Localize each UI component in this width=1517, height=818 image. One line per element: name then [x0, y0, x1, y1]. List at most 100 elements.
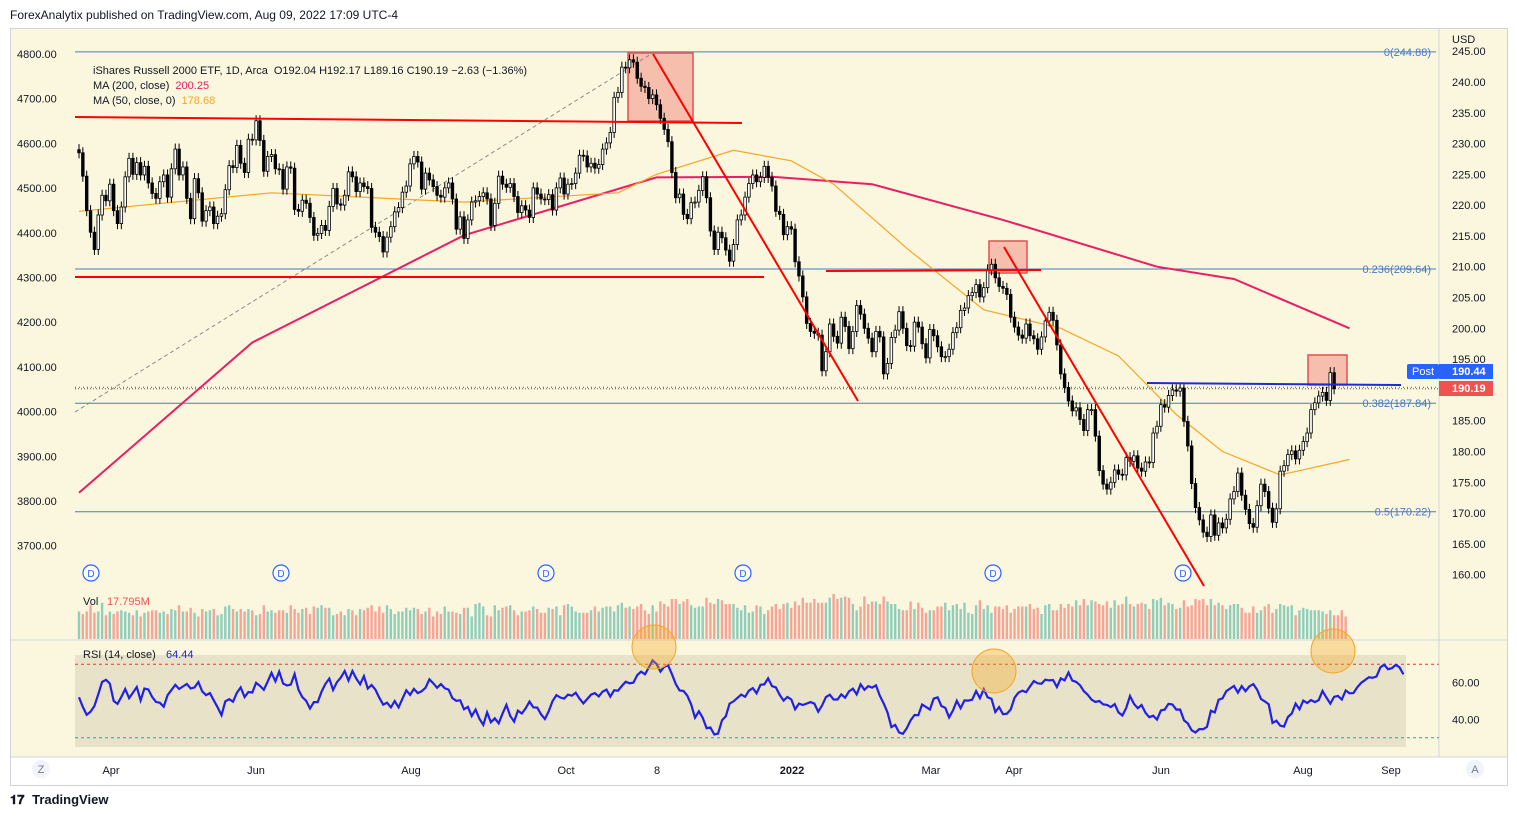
volume-bar: [104, 615, 108, 639]
volume-bar: [778, 609, 781, 639]
volume-bar: [389, 609, 393, 639]
right-axis-tick: 220.00: [1452, 200, 1486, 212]
volume-bar: [443, 606, 446, 639]
candle-body: [608, 132, 612, 144]
volume-bar: [909, 601, 912, 639]
candle-body: [1074, 407, 1078, 412]
candle-body: [589, 162, 593, 168]
volume-bar: [1074, 600, 1078, 639]
volume-bar: [378, 606, 381, 639]
candle-body: [496, 175, 501, 204]
volume-bar: [1132, 606, 1136, 639]
candle-body: [1189, 445, 1194, 484]
candle-body: [185, 166, 189, 199]
volume-bar: [81, 614, 85, 639]
candle-body: [1213, 514, 1217, 536]
candle-body: [469, 201, 474, 221]
candle-body: [165, 174, 170, 198]
volume-bar: [978, 600, 982, 639]
candle-body: [1020, 334, 1024, 339]
candle-body: [1166, 395, 1171, 408]
zoom-reset-button: [32, 760, 50, 778]
legend-ma50-label: MA (50, close, 0): [93, 95, 176, 107]
volume-bar: [605, 606, 608, 639]
volume-bar: [732, 604, 735, 639]
vol-label: Vol: [83, 596, 98, 608]
candle-body: [508, 183, 512, 188]
candle-body: [847, 326, 851, 350]
candle-body: [131, 157, 135, 175]
candle-body: [828, 323, 832, 353]
candle-body: [585, 155, 589, 168]
candle-body: [192, 178, 197, 220]
candle-body: [939, 346, 944, 358]
candle-body: [154, 193, 158, 199]
volume-bar: [682, 601, 685, 639]
volume-bar: [701, 606, 704, 639]
candle-body: [285, 166, 289, 190]
candle-body: [1151, 432, 1155, 463]
volume-bar: [1021, 606, 1024, 639]
volume-bar: [528, 610, 531, 639]
rsi-line: [77, 658, 1405, 736]
candle-body: [577, 154, 582, 174]
candle-body: [1159, 404, 1163, 427]
candle-body: [504, 183, 509, 188]
candle-body: [1086, 409, 1090, 431]
candle-body: [943, 356, 947, 359]
candle-body: [1055, 319, 1059, 346]
candle-body: [1186, 420, 1190, 447]
volume-bar: [820, 602, 824, 639]
candle-body: [1197, 507, 1202, 521]
candle-body: [650, 94, 655, 99]
volume-bar: [208, 610, 212, 639]
candle-body: [273, 154, 278, 170]
candle-body: [258, 120, 262, 141]
volume-bar: [674, 599, 677, 639]
volume-bar: [1282, 605, 1286, 639]
legend-ohlc: O192.04 H192.17 L189.16 C190.19 −2.63 (−…: [273, 65, 528, 77]
volume-bar: [1013, 609, 1016, 639]
candle-body: [1313, 402, 1317, 411]
candle-body: [500, 175, 505, 185]
volume-bar: [582, 612, 585, 639]
candle-body: [908, 345, 913, 347]
chart-frame[interactable]: USD 245.00 240.00 235.00 230.00 225.00 220.00 2…: [10, 28, 1508, 786]
candle-body: [1251, 523, 1255, 528]
volume-bar: [570, 606, 573, 639]
fib-level-label: 0.5(170.22): [1375, 507, 1431, 519]
volume-bar: [185, 611, 188, 639]
dividend-marker-label: D: [542, 569, 549, 580]
candle-body: [1005, 287, 1009, 295]
trend-line: [1003, 246, 1205, 587]
volume-bar: [297, 612, 300, 639]
candle-body: [1012, 316, 1017, 328]
candle-body: [477, 196, 482, 202]
candle-body: [701, 176, 705, 191]
volume-bar: [1236, 604, 1240, 639]
candle-body: [242, 162, 247, 173]
volume-bar: [632, 609, 635, 639]
candle-body: [1332, 372, 1336, 390]
volume-bar: [362, 610, 366, 639]
volume-bar: [197, 616, 200, 639]
volume-bar: [100, 602, 104, 639]
volume-bar: [1259, 610, 1263, 639]
candle-body: [774, 185, 778, 212]
volume-bar: [227, 605, 231, 639]
close-price-value: 190.19: [1452, 383, 1486, 395]
volume-bar: [293, 609, 296, 639]
volume-bar: [817, 602, 820, 639]
volume-bar: [1082, 599, 1086, 639]
candle-body: [1078, 407, 1082, 420]
candle-body: [362, 182, 366, 188]
candle-body: [527, 209, 532, 218]
volume-bar: [840, 597, 843, 639]
candle-body: [346, 171, 351, 196]
time-axis-tick: Aug: [401, 765, 421, 777]
volume-bar: [485, 615, 489, 639]
volume-bar: [743, 605, 747, 639]
volume-bar: [154, 610, 158, 639]
candle-body: [839, 316, 843, 344]
